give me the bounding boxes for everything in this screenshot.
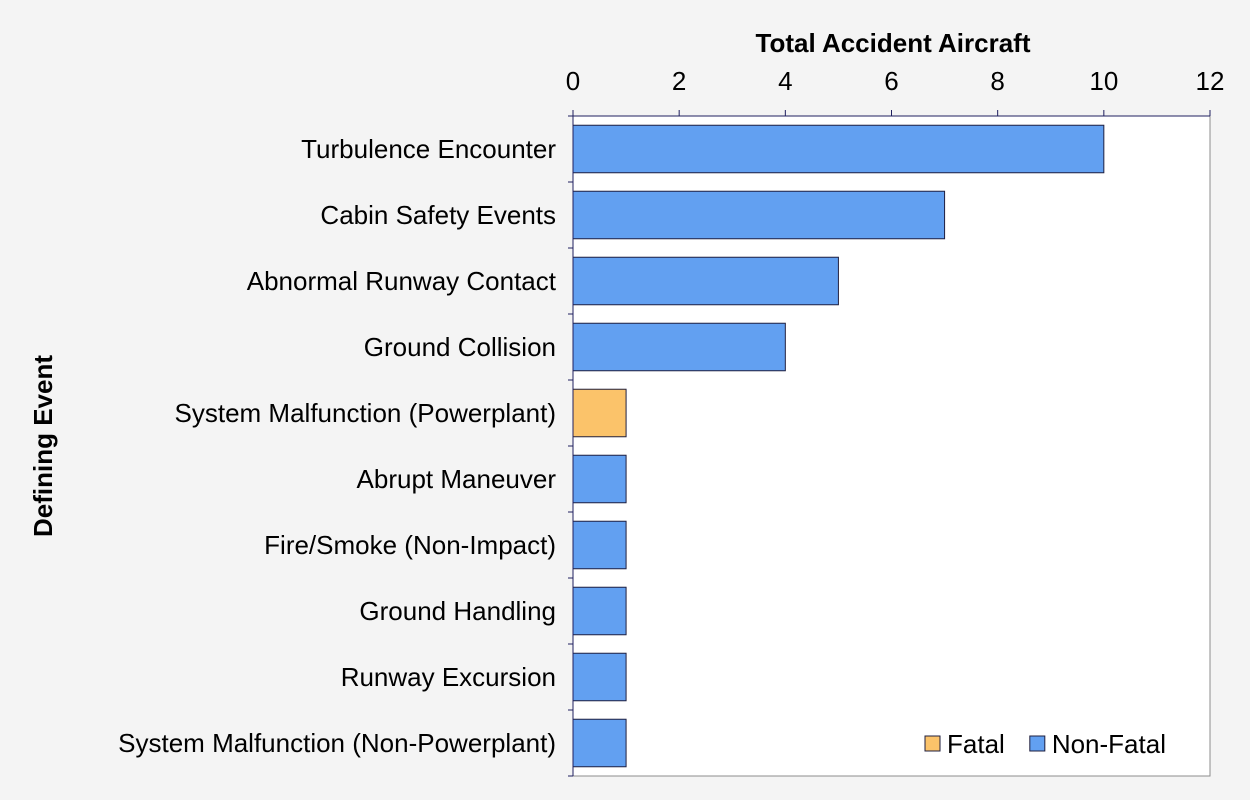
y-axis-title: Defining Event xyxy=(28,355,58,537)
category-label: Abrupt Maneuver xyxy=(357,464,557,494)
category-label: System Malfunction (Powerplant) xyxy=(175,398,556,428)
category-label: Ground Handling xyxy=(359,596,556,626)
bar-non-fatal-6 xyxy=(572,520,627,570)
bar-non-fatal-3 xyxy=(572,322,786,372)
category-label: Cabin Safety Events xyxy=(320,200,556,230)
y-axis-ticks xyxy=(568,115,573,777)
legend-label-fatal: Fatal xyxy=(947,729,1005,759)
legend-swatch-non-fatal xyxy=(1029,735,1046,752)
bar-non-fatal-0 xyxy=(572,124,1105,174)
legend: Fatal Non-Fatal xyxy=(924,729,1166,759)
bar-non-fatal-9 xyxy=(572,718,627,768)
category-label: System Malfunction (Non-Powerplant) xyxy=(118,728,556,758)
legend-label-non-fatal: Non-Fatal xyxy=(1052,729,1166,759)
x-tick-label: 12 xyxy=(1196,66,1225,96)
x-tick-label: 0 xyxy=(566,66,580,96)
x-tick-label: 8 xyxy=(990,66,1004,96)
category-label: Abnormal Runway Contact xyxy=(247,266,557,296)
x-axis-title: Total Accident Aircraft xyxy=(756,28,1031,58)
x-tick-label: 2 xyxy=(672,66,686,96)
bar-fatal-4 xyxy=(572,388,627,438)
bar-non-fatal-8 xyxy=(572,652,627,702)
category-label: Runway Excursion xyxy=(341,662,556,692)
x-tick-label: 10 xyxy=(1089,66,1118,96)
bar-non-fatal-2 xyxy=(572,256,839,306)
legend-swatch-fatal xyxy=(924,735,941,752)
x-tick-label: 4 xyxy=(778,66,792,96)
bars-group xyxy=(572,124,1105,768)
x-axis-ticks: 0 2 4 6 8 10 12 xyxy=(566,66,1225,116)
bar-non-fatal-1 xyxy=(572,190,946,240)
category-label: Ground Collision xyxy=(364,332,556,362)
bar-non-fatal-7 xyxy=(572,586,627,636)
x-tick-label: 6 xyxy=(884,66,898,96)
category-labels: Turbulence Encounter Cabin Safety Events A… xyxy=(118,134,557,758)
category-label: Fire/Smoke (Non-Impact) xyxy=(264,530,556,560)
bar-non-fatal-5 xyxy=(572,454,627,504)
category-label: Turbulence Encounter xyxy=(301,134,556,164)
